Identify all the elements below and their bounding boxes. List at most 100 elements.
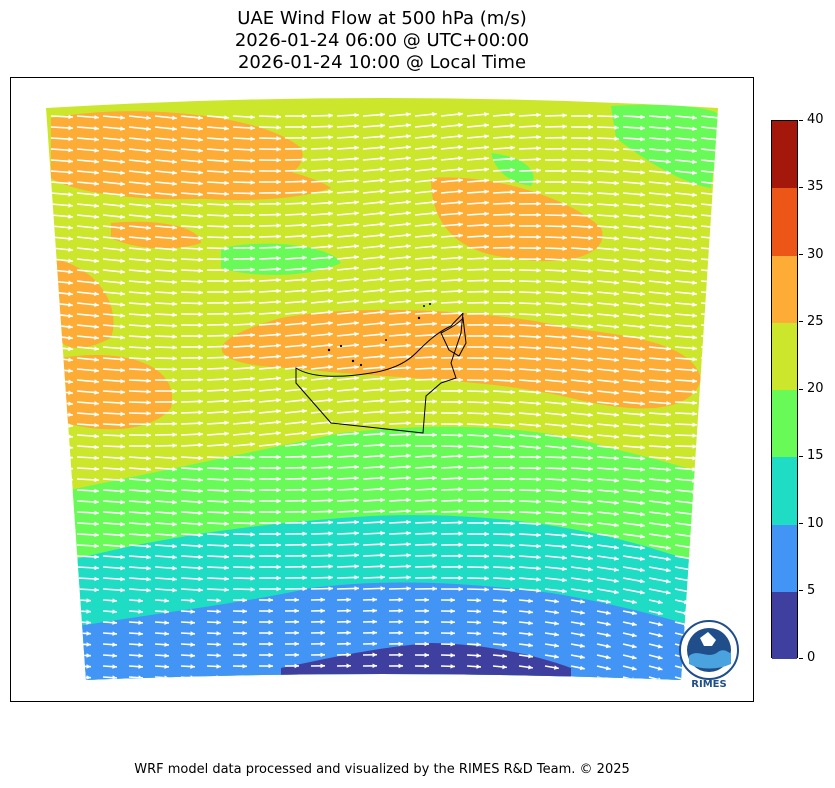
wind-arrow-head (68, 170, 73, 175)
wind-arrow-head (432, 354, 437, 360)
wind-arrow-head (510, 189, 515, 195)
wind-arrow-head (354, 497, 359, 503)
wind-arrow-head (528, 676, 533, 680)
wind-arrow-head (328, 299, 333, 304)
wind-arrow-head (536, 554, 541, 560)
wind-arrow-head (250, 376, 255, 382)
wind-arrow-head (614, 202, 619, 208)
wind-arrow-head (484, 400, 489, 405)
speed-patch-25-30 (431, 177, 603, 262)
wind-arrow-head (120, 214, 125, 220)
wind-arrow-head (380, 343, 385, 348)
wind-arrow-head (536, 179, 541, 184)
wind-arrow-head (198, 521, 203, 527)
wind-arrow-head (198, 466, 203, 472)
wind-arrow-head (138, 598, 143, 603)
wind-arrow-head (146, 466, 151, 472)
wind-arrow-head (484, 355, 489, 361)
wind-arrow-head (224, 510, 229, 516)
wind-arrow-head (216, 620, 221, 625)
wind-arrow-head (120, 543, 125, 549)
wind-arrow-head (94, 554, 99, 560)
wind-arrow-head (302, 244, 307, 250)
wind-arrow-head (380, 586, 385, 591)
wind-arrow-head (588, 500, 593, 505)
wind-arrow-head (458, 288, 463, 294)
wind-arrow-head (94, 280, 99, 286)
wind-arrow-head (320, 674, 325, 680)
wind-arrow-head (432, 564, 437, 569)
wind-arrow-head (250, 387, 255, 392)
wind-arrow-head (354, 442, 359, 447)
wind-arrow-head (120, 554, 125, 560)
wind-arrow-head (588, 302, 593, 307)
wind-arrow-head (354, 464, 359, 470)
wind-arrow-head (68, 499, 73, 504)
wind-arrow-head (510, 510, 515, 515)
wind-arrow-head (120, 192, 125, 198)
wind-arrow-head (458, 133, 463, 139)
wind-arrow-head (554, 665, 559, 670)
wind-arrow-head (120, 137, 125, 142)
wind-arrow-head (640, 258, 645, 264)
wind-arrow-head (580, 610, 585, 615)
wind-arrow-shaft (50, 478, 74, 481)
wind-arrow-head (172, 225, 177, 230)
wind-arrow-head (224, 235, 229, 240)
wind-arrow-head (528, 665, 533, 670)
wind-arrow-head (302, 255, 307, 261)
wind-arrow-head (120, 488, 125, 494)
wind-arrow-head (484, 498, 489, 504)
wind-arrow-head (692, 280, 697, 285)
wind-arrow-head (380, 464, 385, 470)
wind-arrow-head (172, 356, 177, 361)
wind-arrow-head (562, 335, 567, 340)
wind-arrow-head (294, 652, 299, 658)
wind-arrow-head (476, 653, 481, 658)
wind-arrow-head (164, 642, 169, 647)
wind-arrow-head (198, 488, 203, 494)
wind-arrow-head (692, 258, 697, 264)
wind-arrow-head (224, 180, 229, 186)
wind-arrow-head (510, 356, 515, 361)
wind-arrow-shaft (50, 511, 74, 514)
wind-arrow-head (510, 312, 515, 317)
wind-arrow-head (484, 255, 489, 261)
logo-text: RIMES (691, 679, 726, 690)
wind-arrow-head (354, 353, 359, 359)
wind-arrow-head (250, 147, 255, 153)
wind-arrow-shaft (700, 379, 718, 382)
wind-arrow-head (146, 432, 151, 438)
wind-arrow-head (120, 181, 125, 187)
wind-arrow-head (94, 412, 99, 417)
wind-arrow-head (380, 431, 385, 437)
wind-arrow-head (224, 257, 229, 262)
wind-arrow-head (68, 532, 73, 537)
wind-arrow-head (666, 170, 671, 175)
wind-arrow-head (68, 423, 73, 428)
wind-arrow-head (640, 379, 645, 384)
wind-arrow-head (320, 608, 325, 614)
wind-arrow-head (666, 269, 671, 275)
wind-arrow-head (172, 510, 177, 516)
wind-arrow-head (562, 246, 567, 251)
wind-arrow-head (250, 431, 255, 436)
wind-arrow-head (224, 300, 229, 306)
wind-arrow-head (458, 156, 463, 161)
wind-arrow-head (68, 346, 73, 352)
wind-arrow-head (536, 145, 541, 151)
wind-arrow-head (579, 665, 585, 671)
wind-arrow-head (588, 113, 593, 119)
wind-arrow-head (198, 420, 203, 426)
wind-arrow-head (320, 597, 325, 603)
wind-arrow-head (562, 146, 567, 152)
wind-arrow-head (198, 257, 203, 263)
wind-arrow-head (380, 420, 385, 426)
wind-arrow-head (268, 652, 273, 658)
wind-arrow-head (372, 630, 377, 636)
wind-arrow-head (484, 422, 489, 428)
wind-arrow-head (224, 532, 229, 538)
wind-arrow-head (354, 453, 359, 459)
wind-arrow-head (268, 641, 273, 647)
wind-arrow-head (692, 159, 697, 165)
